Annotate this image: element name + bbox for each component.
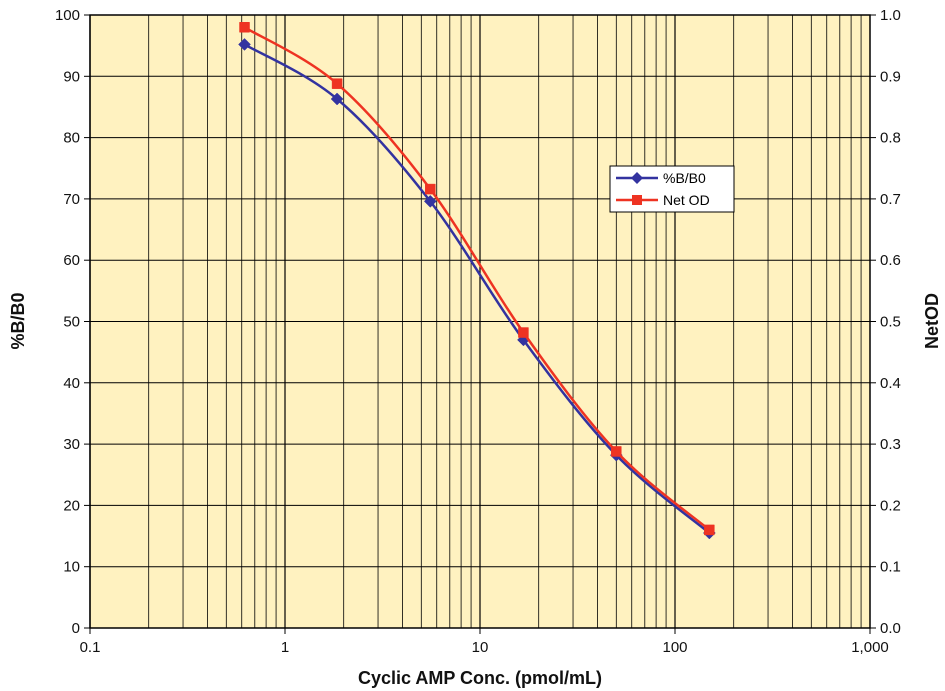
y2-tick-label: 1.0	[880, 7, 901, 24]
y2-tick-label: 0.9	[880, 68, 901, 85]
y-tick-label: 90	[63, 68, 80, 85]
x-tick-label: 100	[662, 639, 687, 656]
x-tick-label: 0.1	[80, 639, 101, 656]
y2-tick-label: 0.4	[880, 375, 901, 392]
x-tick-label: 1	[281, 639, 289, 656]
y-tick-label: 70	[63, 191, 80, 208]
y-tick-label: 40	[63, 375, 80, 392]
y-tick-label: 100	[55, 7, 80, 24]
y-tick-label: 10	[63, 559, 80, 576]
y-axis-title: %B/B0	[8, 292, 28, 349]
y-tick-label: 60	[63, 252, 80, 269]
data-point-net-od	[518, 327, 529, 338]
y2-tick-label: 0.3	[880, 436, 901, 453]
y-tick-label: 20	[63, 497, 80, 514]
legend-marker-net-od	[632, 195, 642, 205]
y2-tick-label: 0.2	[880, 497, 901, 514]
legend-label-b-b0: %B/B0	[663, 170, 706, 186]
data-point-b-b0	[238, 38, 251, 51]
data-point-net-od	[425, 183, 436, 195]
legend-label-net-od: Net OD	[663, 192, 710, 208]
x-tick-label: 10	[472, 639, 489, 656]
y2-tick-label: 0.6	[880, 252, 901, 269]
data-point-net-od	[239, 22, 250, 33]
y2-tick-label: 0.1	[880, 559, 901, 576]
series-layer	[238, 22, 716, 540]
data-point-net-od	[611, 446, 622, 457]
y-tick-label: 50	[63, 314, 80, 331]
data-point-b-b0	[330, 92, 344, 106]
legend: %B/B0 Net OD	[609, 165, 735, 213]
y2-tick-label: 0.7	[880, 191, 901, 208]
y-tick-label: 0	[72, 620, 80, 637]
series-net-od	[239, 22, 715, 536]
legend-marker-b-b0	[631, 172, 643, 184]
legend-box	[609, 165, 735, 213]
data-point-net-od	[331, 78, 343, 89]
y2-tick-label: 0.0	[880, 620, 901, 637]
ticks: 0 10 20 30 40 50 60 70 80 90 100 0.0 0.1 0.2 0.3 0.4 0.5…	[55, 7, 901, 656]
y2-tick-label: 0.5	[880, 314, 901, 331]
y2-tick-label: 0.8	[880, 130, 901, 147]
x-axis-title: Cyclic AMP Conc. (pmol/mL)	[358, 668, 602, 688]
y2-axis-title: NetOD	[922, 293, 942, 349]
y-tick-label: 80	[63, 130, 80, 147]
x-tick-label: 1,000	[851, 639, 889, 656]
data-point-b-b0	[423, 194, 437, 208]
y-tick-label: 30	[63, 436, 80, 453]
data-point-net-od	[704, 524, 715, 536]
